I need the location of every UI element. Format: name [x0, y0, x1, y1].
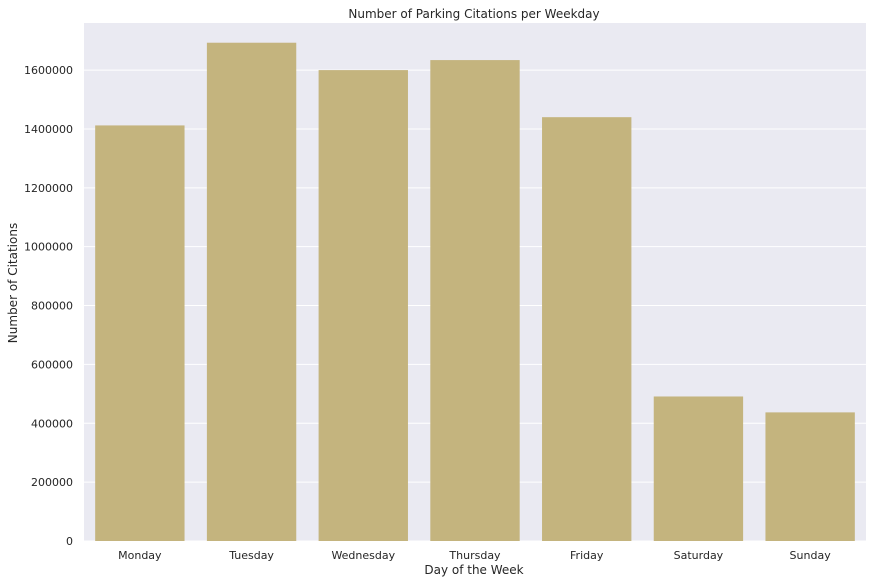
y-tick-label: 1400000	[24, 123, 73, 136]
y-axis-title: Number of Citations	[6, 223, 20, 343]
x-tick-label: Saturday	[674, 549, 724, 562]
y-tick-label: 200000	[31, 476, 73, 489]
bar-sunday	[765, 412, 855, 541]
bar-monday	[95, 125, 185, 541]
y-axis-ticks: 0 200000 400000 600000 800000 1000000 1200000 1…	[24, 64, 73, 548]
bar-wednesday	[318, 70, 408, 541]
y-tick-label: 0	[66, 535, 73, 548]
y-tick-label: 400000	[31, 417, 73, 430]
x-tick-label: Friday	[570, 549, 604, 562]
x-tick-label: Wednesday	[331, 549, 395, 562]
y-tick-label: 1000000	[24, 241, 73, 254]
bars	[95, 42, 855, 541]
chart-title: Number of Parking Citations per Weekday	[348, 7, 599, 21]
y-tick-label: 800000	[31, 300, 73, 313]
y-tick-label: 600000	[31, 358, 73, 371]
bar-tuesday	[206, 42, 297, 541]
y-tick-label: 1200000	[24, 182, 73, 195]
x-tick-label: Thursday	[448, 549, 501, 562]
x-axis-ticks: Monday Tuesday Wednesday Thursday Friday Satu…	[118, 549, 831, 562]
x-axis-title: Day of the Week	[424, 563, 523, 577]
y-tick-label: 1600000	[24, 64, 73, 77]
x-tick-label: Monday	[118, 549, 162, 562]
bar-thursday	[430, 60, 520, 541]
bar-saturday	[653, 396, 744, 541]
x-tick-label: Tuesday	[228, 549, 274, 562]
x-tick-label: Sunday	[790, 549, 832, 562]
bar-friday	[542, 117, 632, 541]
